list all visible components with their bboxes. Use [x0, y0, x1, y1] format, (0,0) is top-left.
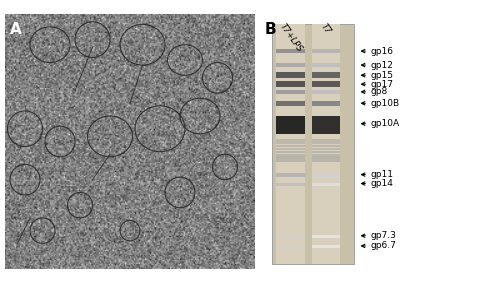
FancyBboxPatch shape	[276, 145, 304, 147]
FancyBboxPatch shape	[276, 72, 304, 78]
FancyBboxPatch shape	[312, 49, 340, 53]
FancyBboxPatch shape	[312, 63, 340, 67]
FancyBboxPatch shape	[276, 82, 304, 87]
FancyBboxPatch shape	[312, 82, 340, 87]
FancyBboxPatch shape	[312, 156, 340, 159]
Text: gp17: gp17	[370, 80, 394, 89]
FancyBboxPatch shape	[276, 245, 304, 248]
FancyBboxPatch shape	[276, 24, 304, 264]
Text: gp6.7: gp6.7	[370, 241, 396, 250]
FancyBboxPatch shape	[276, 151, 304, 153]
Text: gp15: gp15	[370, 71, 394, 80]
FancyBboxPatch shape	[312, 116, 340, 134]
Text: gp8: gp8	[370, 87, 388, 96]
FancyBboxPatch shape	[312, 151, 340, 153]
FancyBboxPatch shape	[276, 153, 304, 156]
FancyBboxPatch shape	[312, 148, 340, 150]
FancyBboxPatch shape	[312, 245, 340, 248]
Text: gp10A: gp10A	[370, 119, 400, 128]
FancyBboxPatch shape	[312, 101, 340, 106]
FancyBboxPatch shape	[312, 145, 340, 147]
FancyBboxPatch shape	[276, 139, 304, 142]
FancyBboxPatch shape	[276, 173, 304, 177]
FancyBboxPatch shape	[276, 90, 304, 94]
Text: gp16: gp16	[370, 47, 394, 55]
Text: T7+LPS: T7+LPS	[278, 22, 303, 53]
FancyBboxPatch shape	[312, 153, 340, 156]
FancyBboxPatch shape	[276, 159, 304, 162]
Text: gp7.3: gp7.3	[370, 231, 396, 240]
FancyBboxPatch shape	[276, 183, 304, 186]
Text: B: B	[264, 22, 276, 37]
Text: gp10B: gp10B	[370, 99, 400, 108]
FancyBboxPatch shape	[312, 72, 340, 78]
FancyBboxPatch shape	[276, 142, 304, 144]
FancyBboxPatch shape	[276, 156, 304, 159]
Text: gp12: gp12	[370, 61, 394, 70]
FancyBboxPatch shape	[312, 142, 340, 144]
Text: A: A	[10, 22, 22, 37]
FancyBboxPatch shape	[312, 24, 340, 264]
FancyBboxPatch shape	[312, 139, 340, 142]
FancyBboxPatch shape	[312, 183, 340, 186]
Text: gp14: gp14	[370, 179, 394, 188]
FancyBboxPatch shape	[276, 235, 304, 238]
FancyBboxPatch shape	[312, 235, 340, 238]
Text: T7: T7	[319, 22, 332, 36]
FancyBboxPatch shape	[312, 173, 340, 177]
FancyBboxPatch shape	[312, 159, 340, 162]
FancyBboxPatch shape	[276, 63, 304, 67]
FancyBboxPatch shape	[276, 148, 304, 150]
FancyBboxPatch shape	[312, 90, 340, 94]
FancyBboxPatch shape	[272, 24, 354, 264]
FancyBboxPatch shape	[276, 116, 304, 134]
Text: gp11: gp11	[370, 170, 394, 179]
FancyBboxPatch shape	[276, 101, 304, 106]
FancyBboxPatch shape	[276, 49, 304, 53]
